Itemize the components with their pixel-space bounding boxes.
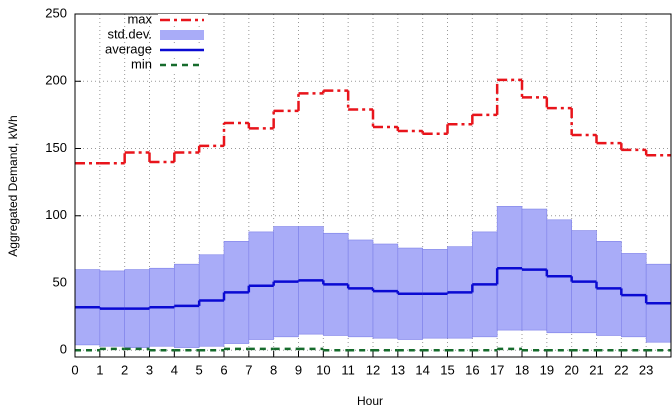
y-tick-label: 150 — [45, 140, 67, 155]
x-tick-label: 21 — [589, 362, 603, 377]
legend-label: std.dev. — [107, 26, 152, 41]
x-tick-label: 8 — [270, 362, 277, 377]
x-tick-label: 4 — [171, 362, 178, 377]
y-tick-label: 50 — [53, 274, 67, 289]
legend-label: average — [105, 41, 152, 56]
y-tick-label: 200 — [45, 73, 67, 88]
x-tick-label: 5 — [196, 362, 203, 377]
legend-swatch — [160, 30, 204, 40]
x-tick-label: 6 — [220, 362, 227, 377]
plot-frame — [74, 13, 672, 358]
y-tick-label: 100 — [45, 207, 67, 222]
x-axis-label: Hour — [357, 394, 383, 408]
y-tick-label: 250 — [45, 5, 67, 20]
x-tick-label: 3 — [146, 362, 153, 377]
y-tick-label: 0 — [60, 342, 67, 357]
x-tick-label: 7 — [245, 362, 252, 377]
x-tick-label: 10 — [316, 362, 330, 377]
x-tick-label: 2 — [121, 362, 128, 377]
x-tick-label: 20 — [564, 362, 578, 377]
x-tick-label: 23 — [639, 362, 653, 377]
x-tick-label: 15 — [440, 362, 454, 377]
x-tick-label: 14 — [415, 362, 429, 377]
x-tick-label: 9 — [295, 362, 302, 377]
x-tick-label: 22 — [614, 362, 628, 377]
x-tick-label: 13 — [391, 362, 405, 377]
x-tick-label: 16 — [465, 362, 479, 377]
x-tick-label: 17 — [490, 362, 504, 377]
y-axis-label: Aggregated Demand, kWh — [6, 115, 20, 256]
x-tick-label: 1 — [96, 362, 103, 377]
x-tick-label: 0 — [71, 362, 78, 377]
legend-label: max — [127, 11, 152, 26]
x-tick-label: 12 — [366, 362, 380, 377]
legend-label: min — [131, 56, 152, 71]
x-tick-label: 18 — [515, 362, 529, 377]
x-tick-label: 19 — [540, 362, 554, 377]
x-tick-label: 11 — [341, 362, 355, 377]
